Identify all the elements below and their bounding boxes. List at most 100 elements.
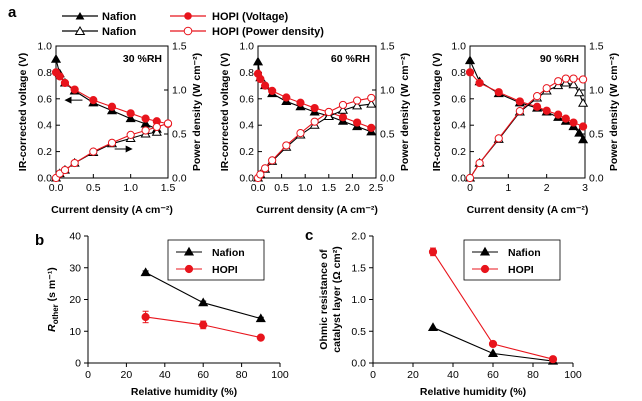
y-left-tick-label: 0.6	[37, 93, 52, 105]
data-point	[141, 312, 150, 322]
data-point	[125, 113, 136, 123]
rh-annotation: 60 %RH	[331, 53, 370, 65]
y-right-tick-label: 1.0	[380, 85, 395, 97]
y-axis-label: Rother (s m⁻¹)	[46, 267, 60, 332]
x-tick-label: 1.5	[321, 182, 336, 194]
data-point	[367, 123, 376, 132]
y-right-tick-label: 0.0	[172, 173, 187, 185]
x-tick-label: 1.0	[298, 182, 313, 194]
plot-ohmic-resistance: 0 20 40 60 80 100 0.0 0.5 1.0 1.5 2.0 Relative humi…	[318, 231, 582, 399]
data-point	[465, 68, 475, 77]
data-point	[494, 88, 503, 97]
data-point	[488, 339, 498, 349]
x-tick-label: 80	[236, 369, 248, 381]
y-left-tick-label: 0.2	[239, 146, 254, 158]
data-point	[532, 92, 542, 101]
y-left-tick-label: 0.2	[37, 146, 52, 158]
data-point	[487, 348, 499, 358]
x-tick-label: 100	[271, 369, 289, 381]
x-tick-label: 0.5	[274, 182, 289, 194]
x-axis-label: Current density (A cm⁻²)	[51, 204, 173, 216]
y-left-tick-label: 0.4	[239, 120, 254, 132]
y-axis-label-sub: other	[51, 304, 60, 324]
x-tick-label: 100	[564, 369, 582, 381]
y-right-tick-label: 0.5	[589, 129, 604, 141]
data-point	[163, 119, 173, 128]
data-point	[428, 247, 438, 256]
x-tick-label: 2	[544, 182, 550, 194]
y-right-tick-label: 1.5	[380, 41, 395, 53]
data-point	[532, 102, 542, 111]
series-line-nafion-power-density	[55, 131, 157, 179]
data-point	[199, 320, 208, 329]
legend-label: Nafion	[508, 247, 541, 259]
legend-a-entry-nafion-open: Nafion	[62, 26, 137, 38]
series-line-hopi-voltage	[55, 72, 169, 125]
legend-box	[167, 239, 265, 281]
arrow-right-head	[125, 145, 133, 153]
legend-a-label-3: HOPI (Voltage)	[212, 11, 289, 23]
x-axis-label: Current density (A cm⁻²)	[467, 204, 589, 216]
y-left-axis-label: IR-corrected voltage (V)	[219, 53, 231, 171]
y-left-tick-label: 1.0	[239, 41, 254, 53]
y-tick-label: 0	[75, 358, 81, 370]
data-point	[578, 75, 588, 84]
y-right-tick-label: 0.5	[380, 129, 395, 141]
legend-a-entry-hopi-power: HOPI (Power density)	[170, 26, 324, 38]
legend-label: HOPI	[508, 264, 534, 276]
data-point	[475, 78, 484, 88]
y-left-tick-label: 0.8	[37, 67, 52, 79]
x-tick-label: 60	[197, 369, 209, 381]
data-point	[515, 107, 524, 116]
x-tick-label: 40	[447, 369, 459, 381]
y-left-tick-label: 0.6	[451, 93, 466, 105]
legend-a-label-2: Nafion	[102, 26, 137, 38]
legend-label: Nafion	[212, 247, 245, 259]
y-left-tick-label: 0.4	[37, 120, 52, 132]
y-left-axis-label: IR-corrected voltage (V)	[17, 53, 29, 171]
y-right-tick-label: 0.0	[380, 173, 395, 185]
legend-a-label-4: HOPI (Power density)	[212, 26, 324, 38]
data-point	[107, 138, 117, 147]
plot-frame	[469, 45, 586, 179]
panel-label-c: c	[305, 227, 313, 244]
y-left-tick-label: 0.8	[239, 67, 254, 79]
data-point	[554, 110, 563, 119]
y-axis-label-line2: catalyst layer (Ω cm²)	[331, 246, 343, 352]
data-point	[464, 55, 476, 65]
data-point	[60, 165, 70, 175]
data-point	[542, 106, 551, 115]
data-point	[561, 114, 570, 123]
y-tick-label: 40	[69, 231, 81, 243]
data-point	[578, 134, 589, 144]
series-line-hopi-power-density	[469, 78, 584, 179]
data-point	[338, 100, 348, 110]
data-point	[542, 84, 551, 93]
data-point	[70, 85, 79, 94]
data-point	[310, 117, 319, 126]
y-axis-label-line1: Ohmic resistance of	[318, 249, 330, 350]
plot-30rh: 0.0 0.5 1.0 1.50.00.20.40.60.81.00.00.51.01…	[17, 41, 203, 217]
series-line-hopi-voltage	[469, 72, 584, 128]
plot-90rh: 0 1 2 30.00.20.40.60.81.00.00.51.01.5Curren…	[431, 41, 620, 217]
arrow-left-head	[64, 96, 72, 104]
data-point	[282, 93, 291, 102]
x-tick-label: 40	[159, 369, 171, 381]
y-right-tick-label: 1.0	[172, 85, 187, 97]
data-point	[268, 86, 277, 95]
x-axis-label: Relative humidity (%)	[131, 386, 237, 398]
rh-annotation: 30 %RH	[123, 53, 162, 65]
data-point	[256, 170, 265, 179]
data-point	[353, 118, 362, 127]
data-point	[255, 313, 266, 323]
data-point	[574, 127, 585, 137]
data-point	[89, 147, 98, 156]
data-point	[260, 164, 270, 173]
data-point	[256, 333, 265, 342]
x-tick-label: 80	[527, 369, 539, 381]
x-axis-label: Current density (A cm⁻²)	[256, 204, 378, 216]
legend-a-label-1: Nafion	[102, 11, 137, 23]
y-tick-label: 0.5	[351, 326, 366, 338]
panel-label-b: b	[35, 232, 44, 249]
